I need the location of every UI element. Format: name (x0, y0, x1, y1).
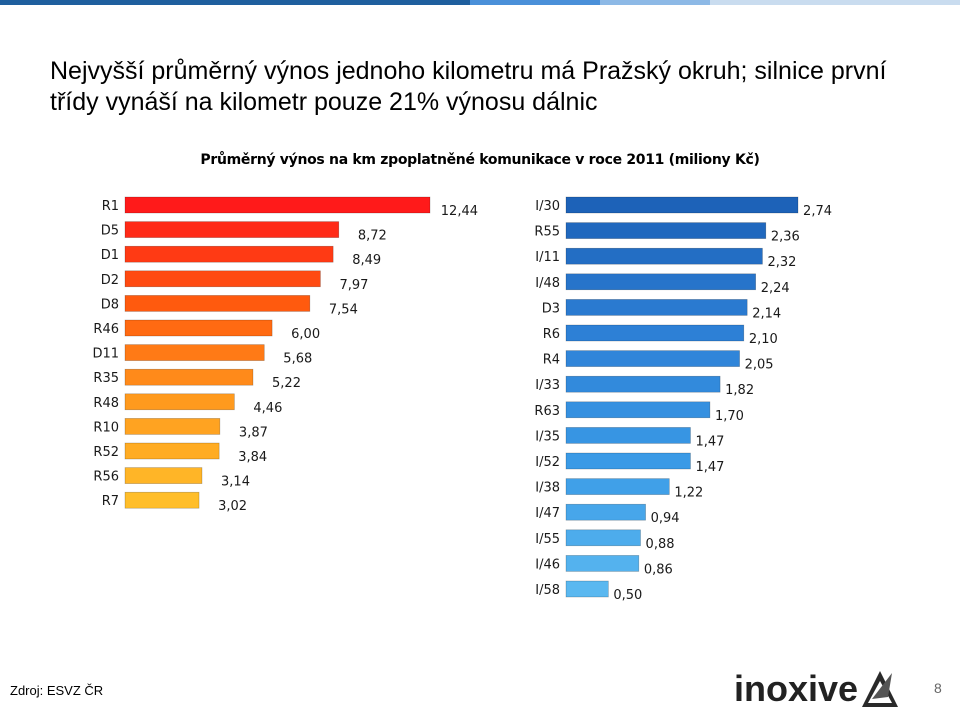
chart-title: Průměrný výnos na km zpoplatněné komunik… (200, 152, 760, 168)
category-label-r46: R46 (93, 322, 119, 337)
bar-i-11 (565, 247, 763, 265)
category-label-r56: R56 (93, 470, 119, 485)
category-label-r52: R52 (93, 445, 119, 460)
value-label-r63: 1,70 (715, 409, 744, 424)
value-label-r10: 3,87 (239, 425, 268, 440)
value-label-r6: 2,10 (749, 332, 778, 347)
category-label-i-48: I/48 (535, 276, 560, 291)
bar-r1 (124, 196, 431, 214)
value-label-i-30: 2,74 (803, 204, 832, 219)
value-label-d11: 5,68 (283, 352, 312, 367)
value-label-d5: 8,72 (358, 229, 387, 244)
bar-r63 (565, 401, 711, 419)
bar-r6 (565, 324, 745, 342)
bar-i-48 (565, 273, 756, 291)
bar-d8 (124, 295, 311, 312)
bar-r10 (124, 418, 221, 435)
value-label-d3: 2,14 (752, 306, 781, 321)
value-label-i-38: 1,22 (674, 486, 703, 501)
category-label-i-52: I/52 (535, 455, 560, 470)
category-label-r48: R48 (93, 396, 119, 411)
page-number: 8 (934, 680, 942, 696)
bar-i-58 (565, 580, 609, 598)
category-label-i-30: I/30 (535, 199, 560, 214)
category-label-i-55: I/55 (535, 532, 560, 547)
bar-i-30 (565, 196, 799, 214)
logo-wordmark: inoxive (734, 668, 859, 709)
value-label-i-46: 0,86 (644, 562, 673, 577)
value-label-r4: 2,05 (745, 358, 774, 373)
bar-d5 (124, 221, 340, 238)
value-label-r35: 5,22 (272, 376, 301, 391)
logo-mark-icon (862, 671, 899, 707)
top-accent-rule (0, 0, 960, 5)
category-label-i-33: I/33 (535, 378, 560, 393)
bar-i-38 (565, 478, 670, 495)
category-label-d5: D5 (101, 224, 119, 239)
bar-r56 (124, 467, 203, 484)
value-label-d2: 7,97 (339, 278, 368, 293)
bar-r48 (124, 393, 235, 411)
bar-i-47 (565, 503, 646, 521)
category-label-r63: R63 (534, 404, 560, 419)
category-label-r7: R7 (102, 494, 119, 509)
value-label-i-11: 2,32 (767, 255, 796, 270)
value-label-r1: 12,44 (441, 204, 478, 219)
value-label-r7: 3,02 (218, 499, 247, 514)
bar-r7 (124, 491, 200, 509)
bar-r52 (124, 442, 220, 460)
value-label-i-33: 1,82 (725, 383, 754, 398)
category-label-d2: D2 (101, 273, 119, 288)
source-note: Zdroj: ESVZ ČR (10, 683, 104, 698)
value-label-i-47: 0,94 (651, 511, 680, 526)
bar-r35 (124, 368, 254, 386)
bar-r4 (565, 350, 740, 367)
bar-r46 (124, 319, 273, 337)
bar-d3 (565, 299, 748, 316)
category-label-i-38: I/38 (535, 481, 560, 496)
category-label-r10: R10 (93, 420, 119, 435)
value-label-r55: 2,36 (771, 230, 800, 245)
value-label-d8: 7,54 (329, 302, 358, 317)
value-label-i-48: 2,24 (761, 281, 790, 296)
bar-i-55 (565, 529, 641, 547)
bar-d2 (124, 270, 321, 288)
value-label-r48: 4,46 (253, 401, 282, 416)
value-label-i-35: 1,47 (696, 434, 725, 449)
category-label-r6: R6 (543, 327, 560, 342)
bar-r55 (565, 222, 767, 239)
value-label-r56: 3,14 (221, 475, 250, 490)
value-label-r46: 6,00 (291, 327, 320, 342)
value-label-i-55: 0,88 (646, 537, 675, 552)
category-label-d8: D8 (101, 297, 119, 312)
bar-i-52 (565, 452, 691, 470)
bar-d1 (124, 245, 334, 263)
bar-d11 (124, 344, 265, 361)
inoxive-logo: inoxive (734, 666, 902, 712)
category-label-d3: D3 (542, 301, 560, 316)
bar-i-35 (565, 427, 691, 444)
value-label-d1: 8,49 (352, 253, 381, 268)
category-label-i-46: I/46 (535, 557, 560, 572)
category-label-d11: D11 (92, 347, 119, 362)
category-label-i-47: I/47 (535, 506, 560, 521)
value-label-i-58: 0,50 (613, 588, 642, 603)
category-label-i-11: I/11 (535, 250, 560, 265)
bar-i-46 (565, 555, 640, 572)
category-label-r1: R1 (102, 199, 119, 214)
category-label-i-58: I/58 (535, 583, 560, 598)
left-bar-chart: R1 12,44 D5 8,72 D1 8,49 D2 7,97 D8 7,54 R46 6,00 D1… (92, 196, 478, 514)
right-bar-chart: I/30 2,74 R55 2,36 I/11 2,32 I/48 2,24 D3 2,14 R6 2… (534, 196, 832, 603)
category-label-d1: D1 (101, 248, 119, 263)
bar-i-33 (565, 375, 721, 393)
category-label-i-35: I/35 (535, 429, 560, 444)
value-label-r52: 3,84 (238, 450, 267, 465)
category-label-r55: R55 (534, 225, 560, 240)
category-label-r4: R4 (543, 353, 560, 368)
page-title: Nejvyšší průměrný výnos jednoho kilometr… (50, 57, 887, 116)
value-label-i-52: 1,47 (696, 460, 725, 475)
category-label-r35: R35 (93, 371, 119, 386)
